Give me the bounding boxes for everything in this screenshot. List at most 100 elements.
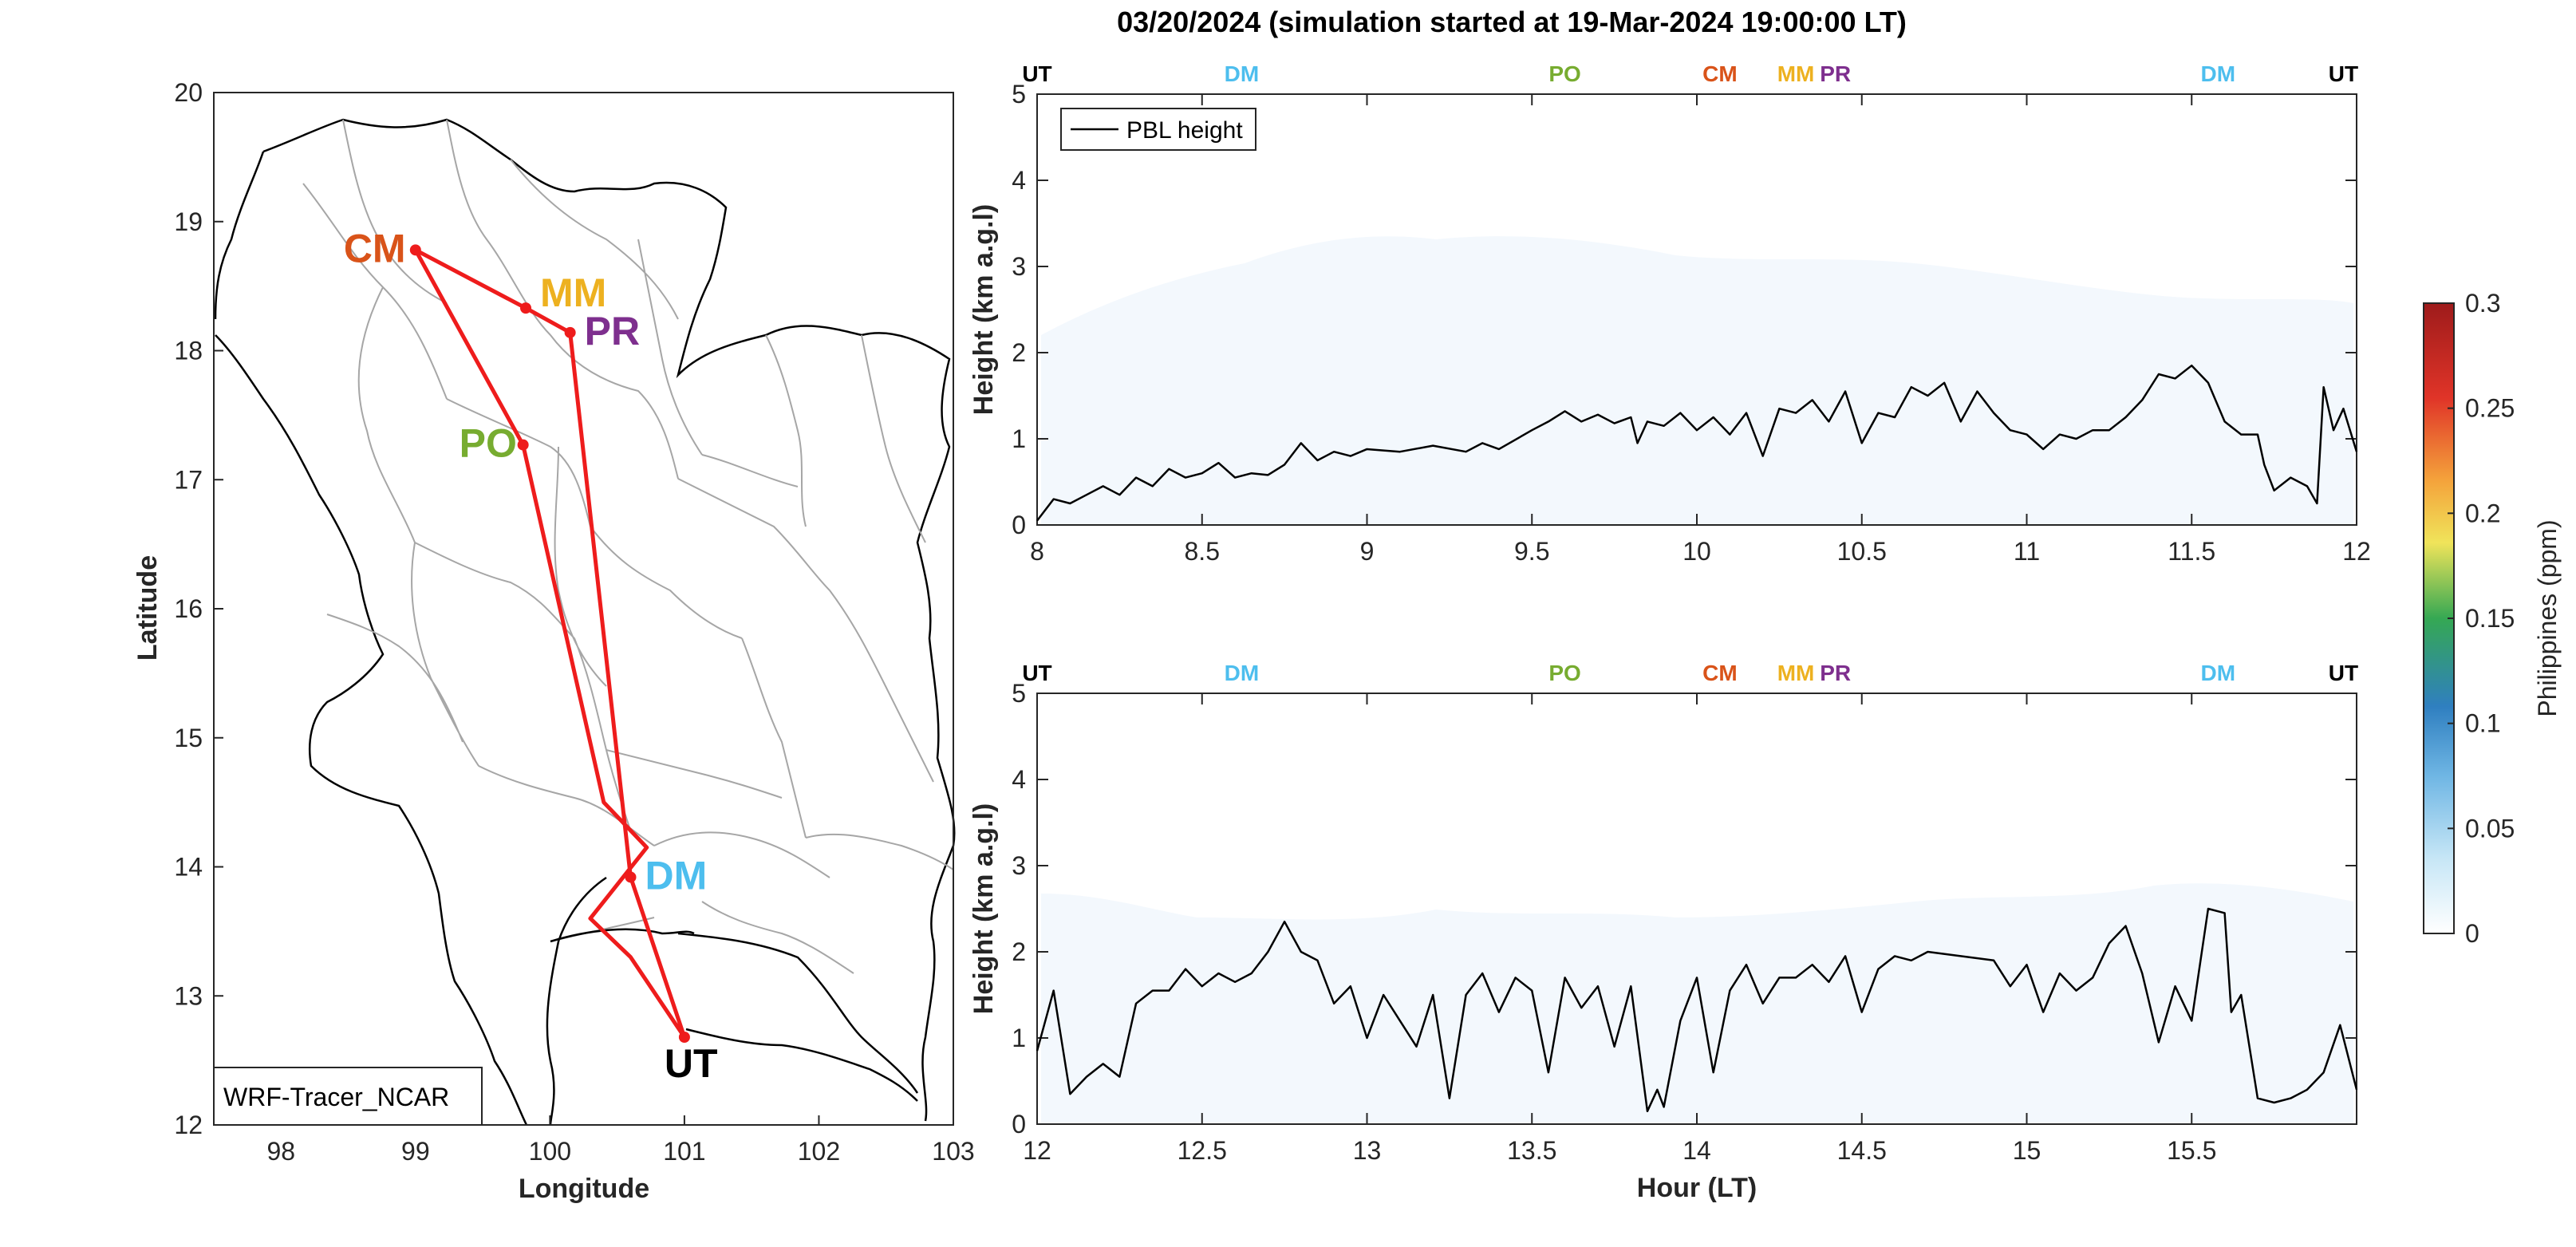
colorbar-title: Philippines (ppm) [2533, 519, 2562, 716]
panel-2-y-axis-title: Height (km a.g.l) [968, 803, 999, 1014]
colorbar: 0 0.05 0.1 0.15 0.2 0.25 0.3 Philippines (ppm) [2423, 289, 2562, 948]
colorbar-tick-label: 0.1 [2465, 709, 2500, 738]
ts2-site-marker-dm: DM [2201, 661, 2236, 685]
colorbar-tick-label: 0.15 [2465, 604, 2515, 633]
ts2-y-tick-label: 1 [1012, 1024, 1026, 1052]
ts1-x-tick-label: 10.5 [1837, 537, 1887, 566]
panel-1-y-ticks: 0 1 2 3 4 5 [1012, 80, 2357, 539]
ts1-x-tick-label: 10 [1682, 537, 1711, 566]
ts2-site-marker-mm: MM [1777, 661, 1815, 685]
map-y-tick-label: 12 [174, 1111, 203, 1139]
ts1-site-marker-dm: DM [2201, 61, 2236, 86]
map-x-tick-label: 103 [932, 1137, 974, 1166]
panel-1-site-markers: UT DM PO CM MM PR DM UT [1022, 61, 2358, 86]
site-point-cm [409, 244, 421, 256]
site-label-pr: PR [585, 309, 640, 353]
site-label-cm: CM [344, 226, 406, 270]
ts2-x-tick-label: 14.5 [1837, 1136, 1887, 1165]
panel-1-pbl-line [1036, 364, 2358, 522]
ts1-x-tick-label: 8.5 [1185, 537, 1220, 566]
ts2-x-tick-label: 12.5 [1178, 1136, 1227, 1165]
panel-2-tracer-shading [1041, 883, 2353, 1124]
figure-title: 03/20/2024 (simulation started at 19-Mar… [1117, 6, 1907, 38]
ts1-x-tick-label: 12 [2342, 537, 2371, 566]
ts2-site-marker-ut: UT [1022, 661, 1051, 685]
map-y-tick-label: 19 [174, 207, 203, 236]
map-x-tick-label: 100 [529, 1137, 571, 1166]
panel-2-x-axis-title: Hour (LT) [1637, 1173, 1757, 1203]
map-x-tick-label: 101 [663, 1137, 705, 1166]
site-point-dm [625, 871, 637, 883]
country-outline [214, 118, 956, 1126]
site-label-ut: UT [665, 1041, 718, 1086]
panel-1-x-ticks: 8 8.5 9 9.5 10 10.5 11 11.5 12 [1030, 94, 2371, 566]
ts1-site-marker-po: PO [1548, 61, 1580, 86]
ts1-site-marker-pr: PR [1820, 61, 1851, 86]
colorbar-tick-label: 0.3 [2465, 289, 2500, 318]
map-y-tick-label: 16 [174, 594, 203, 623]
map-x-ticks: 98 99 100 101 102 103 [266, 1115, 975, 1166]
ts1-y-tick-label: 2 [1012, 338, 1026, 367]
ts2-x-tick-label: 13 [1353, 1136, 1382, 1165]
colorbar-tick-label: 0 [2465, 919, 2479, 948]
map-y-ticks: 12 13 14 15 16 17 18 19 20 [174, 78, 223, 1139]
ts1-y-tick-label: 1 [1012, 424, 1026, 453]
source-label: WRF-Tracer_NCAR [223, 1083, 449, 1111]
ts2-site-marker-pr: PR [1820, 661, 1851, 685]
ts1-site-marker-cm: CM [1702, 61, 1738, 86]
site-label-dm: DM [645, 853, 707, 898]
ts2-x-tick-label: 12 [1023, 1136, 1051, 1165]
site-point-ut [678, 1032, 690, 1044]
ts2-site-marker-dm: DM [1225, 661, 1260, 685]
site-point-mm [520, 302, 532, 314]
map-y-axis-title: Latitude [132, 555, 163, 661]
ts2-site-marker-po: PO [1548, 661, 1580, 685]
map-x-axis-title: Longitude [519, 1174, 649, 1204]
colorbar-tick-label: 0.05 [2465, 814, 2515, 843]
ts1-x-tick-label: 11 [2014, 537, 2040, 566]
colorbar-ticks: 0 0.05 0.1 0.15 0.2 0.25 0.3 [2448, 289, 2515, 948]
panel-2-x-ticks: 12 12.5 13 13.5 14 14.5 15 15.5 [1023, 693, 2216, 1165]
map-x-tick-label: 99 [401, 1137, 430, 1166]
site-label-po: PO [460, 421, 517, 466]
province-boundaries [302, 119, 954, 974]
map-y-tick-label: 17 [174, 465, 203, 494]
ts1-x-tick-label: 8 [1030, 537, 1044, 566]
ts1-site-marker-ut: UT [1022, 61, 1051, 86]
ts1-x-tick-label: 11.5 [2168, 537, 2215, 566]
ts1-x-tick-label: 9.5 [1514, 537, 1549, 566]
ts1-site-marker-mm: MM [1777, 61, 1815, 86]
ts1-y-tick-label: 0 [1012, 511, 1026, 539]
ts2-y-tick-label: 4 [1012, 765, 1026, 794]
site-label-mm: MM [540, 270, 606, 315]
ts1-site-marker-ut: UT [2329, 61, 2358, 86]
ts2-x-tick-label: 13.5 [1507, 1136, 1556, 1165]
ts1-x-tick-label: 9 [1360, 537, 1375, 566]
ts1-site-marker-dm: DM [1225, 61, 1260, 86]
panel-2-y-ticks: 0 1 2 3 4 5 [1012, 679, 2357, 1138]
ts2-site-marker-ut: UT [2329, 661, 2358, 685]
site-point-po [517, 439, 529, 451]
ts1-y-tick-label: 5 [1012, 80, 1026, 109]
panel-1-y-axis-title: Height (km a.g.l) [968, 204, 999, 415]
map-y-tick-label: 20 [174, 78, 203, 107]
map-x-tick-label: 98 [266, 1137, 295, 1166]
panel-1-tracer-shading [1041, 236, 2353, 525]
site-point-pr [564, 326, 576, 338]
ts1-y-tick-label: 3 [1012, 252, 1026, 281]
source-label-box [213, 1067, 483, 1126]
ts2-x-tick-label: 15.5 [2167, 1136, 2216, 1165]
map-y-tick-label: 14 [174, 853, 203, 882]
map-x-tick-label: 102 [798, 1137, 840, 1166]
ts2-y-tick-label: 2 [1012, 937, 1026, 966]
gulf-coastline [550, 928, 918, 1102]
panel-2-pbl-line [1036, 907, 2358, 1113]
ts2-x-tick-label: 15 [2013, 1136, 2041, 1165]
ts1-y-tick-label: 4 [1012, 166, 1026, 195]
map-y-tick-label: 18 [174, 337, 203, 365]
colorbar-tick-label: 0.25 [2465, 394, 2515, 423]
legend-label: PBL height [1126, 117, 1243, 144]
